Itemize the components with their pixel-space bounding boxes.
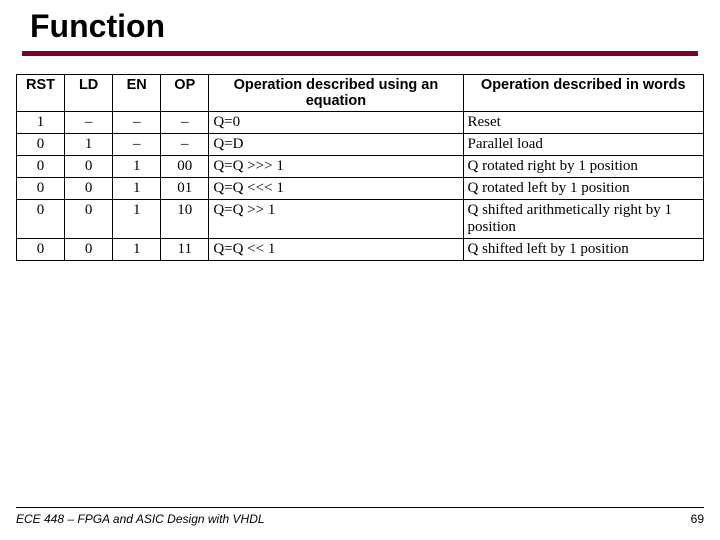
cell-ld: 0 bbox=[65, 200, 113, 239]
cell-op: 00 bbox=[161, 156, 209, 178]
cell-ld: – bbox=[65, 112, 113, 134]
cell-words: Parallel load bbox=[463, 134, 703, 156]
cell-en: 1 bbox=[113, 178, 161, 200]
cell-eqn: Q=Q <<< 1 bbox=[209, 178, 463, 200]
header-rst: RST bbox=[17, 75, 65, 112]
cell-op: 01 bbox=[161, 178, 209, 200]
cell-ld: 1 bbox=[65, 134, 113, 156]
cell-rst: 0 bbox=[17, 178, 65, 200]
cell-rst: 0 bbox=[17, 156, 65, 178]
cell-words: Q shifted arithmetically right by 1 posi… bbox=[463, 200, 703, 239]
cell-rst: 0 bbox=[17, 239, 65, 261]
table-body: 1–––Q=0Reset01––Q=DParallel load00100Q=Q… bbox=[17, 112, 704, 261]
slide-title: Function bbox=[30, 8, 690, 51]
footer: ECE 448 – FPGA and ASIC Design with VHDL… bbox=[16, 507, 704, 526]
cell-eqn: Q=Q >> 1 bbox=[209, 200, 463, 239]
cell-rst: 0 bbox=[17, 134, 65, 156]
cell-op: – bbox=[161, 112, 209, 134]
cell-rst: 1 bbox=[17, 112, 65, 134]
cell-en: 1 bbox=[113, 239, 161, 261]
cell-op: 10 bbox=[161, 200, 209, 239]
table-row: 00101Q=Q <<< 1Q rotated left by 1 positi… bbox=[17, 178, 704, 200]
function-table-wrap: RST LD EN OP Operation described using a… bbox=[0, 56, 720, 261]
footer-course: ECE 448 – FPGA and ASIC Design with VHDL bbox=[16, 512, 265, 526]
cell-eqn: Q=0 bbox=[209, 112, 463, 134]
table-row: 00110Q=Q >> 1Q shifted arithmetically ri… bbox=[17, 200, 704, 239]
cell-eqn: Q=D bbox=[209, 134, 463, 156]
header-ld: LD bbox=[65, 75, 113, 112]
cell-en: 1 bbox=[113, 156, 161, 178]
header-en: EN bbox=[113, 75, 161, 112]
cell-op: – bbox=[161, 134, 209, 156]
cell-en: 1 bbox=[113, 200, 161, 239]
cell-words: Q rotated left by 1 position bbox=[463, 178, 703, 200]
table-row: 1–––Q=0Reset bbox=[17, 112, 704, 134]
cell-en: – bbox=[113, 134, 161, 156]
table-row: 01––Q=DParallel load bbox=[17, 134, 704, 156]
cell-op: 11 bbox=[161, 239, 209, 261]
function-table: RST LD EN OP Operation described using a… bbox=[16, 74, 704, 261]
title-area: Function bbox=[0, 0, 720, 51]
page-number: 69 bbox=[691, 512, 704, 526]
header-eqn: Operation described using an equation bbox=[209, 75, 463, 112]
cell-rst: 0 bbox=[17, 200, 65, 239]
header-words: Operation described in words bbox=[463, 75, 703, 112]
cell-words: Reset bbox=[463, 112, 703, 134]
slide: Function RST LD EN OP Operation describe… bbox=[0, 0, 720, 540]
table-row: 00111Q=Q << 1Q shifted left by 1 positio… bbox=[17, 239, 704, 261]
cell-en: – bbox=[113, 112, 161, 134]
cell-ld: 0 bbox=[65, 156, 113, 178]
cell-eqn: Q=Q >>> 1 bbox=[209, 156, 463, 178]
cell-words: Q rotated right by 1 position bbox=[463, 156, 703, 178]
header-op: OP bbox=[161, 75, 209, 112]
cell-eqn: Q=Q << 1 bbox=[209, 239, 463, 261]
table-row: 00100Q=Q >>> 1Q rotated right by 1 posit… bbox=[17, 156, 704, 178]
cell-ld: 0 bbox=[65, 178, 113, 200]
cell-ld: 0 bbox=[65, 239, 113, 261]
table-header-row: RST LD EN OP Operation described using a… bbox=[17, 75, 704, 112]
cell-words: Q shifted left by 1 position bbox=[463, 239, 703, 261]
